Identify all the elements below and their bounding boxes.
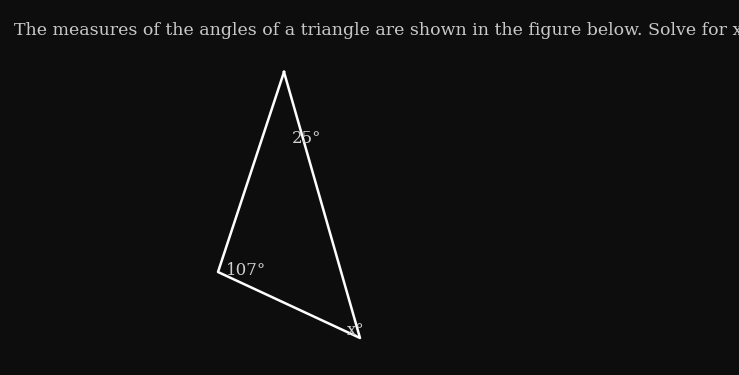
- Text: x°: x°: [347, 322, 365, 339]
- Text: 25°: 25°: [292, 130, 321, 147]
- Text: 107°: 107°: [226, 262, 266, 279]
- Text: The measures of the angles of a triangle are shown in the figure below. Solve fo: The measures of the angles of a triangle…: [14, 22, 739, 39]
